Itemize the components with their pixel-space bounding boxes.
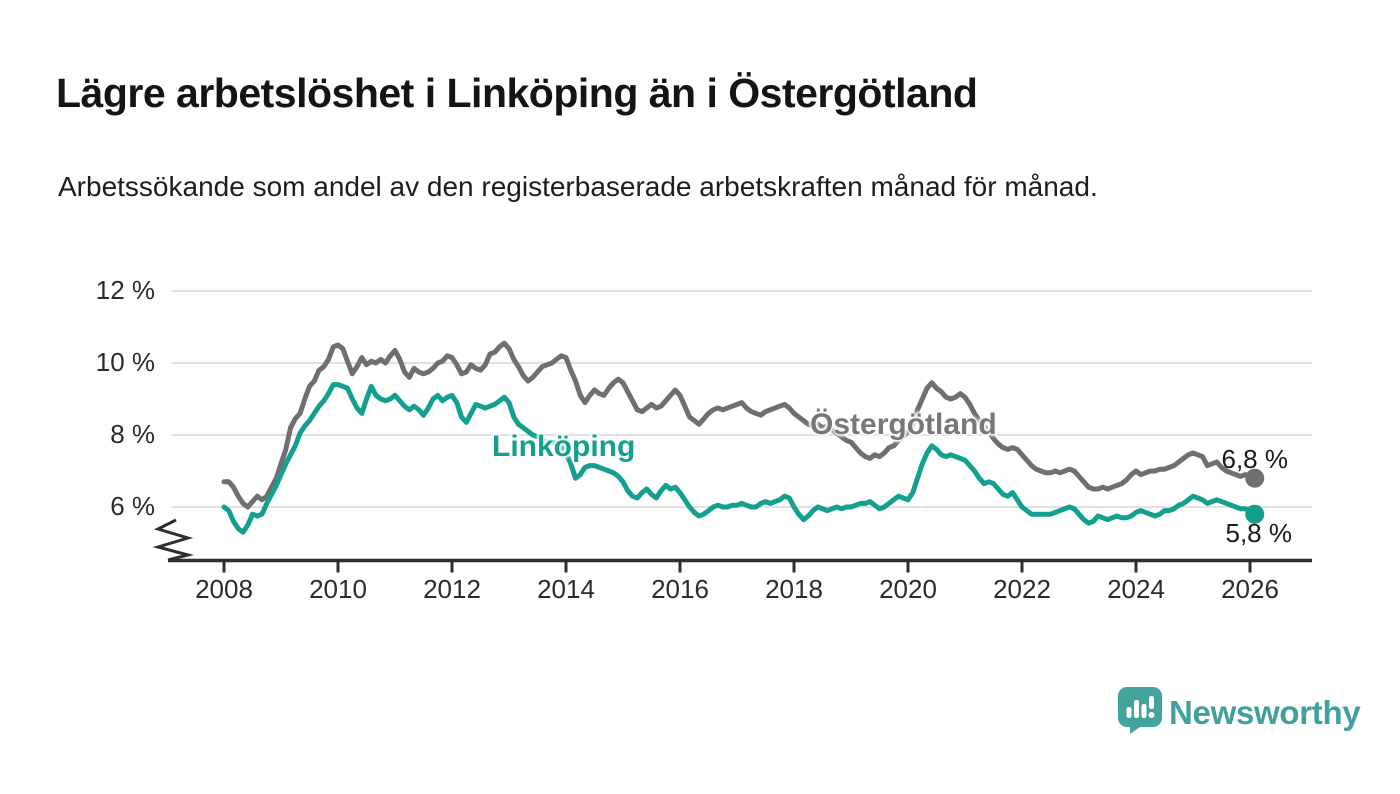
x-tick-label: 2022 bbox=[993, 574, 1051, 604]
y-tick-label: 10 % bbox=[95, 347, 155, 377]
gridlines bbox=[172, 290, 1312, 508]
axes bbox=[152, 518, 1312, 573]
x-tick-label: 2012 bbox=[423, 574, 481, 604]
end-dot-linkoping bbox=[1245, 504, 1265, 524]
newsworthy-logo-icon bbox=[1118, 687, 1162, 734]
end-dot-ostergotland bbox=[1245, 468, 1265, 488]
newsworthy-logo-text: Newsworthy bbox=[1169, 694, 1361, 731]
series-label-linkoping: Linköping bbox=[492, 430, 636, 463]
y-axis-break-zigzag bbox=[152, 518, 194, 562]
x-tick-label: 2014 bbox=[537, 574, 595, 604]
x-tick-label: 2010 bbox=[309, 574, 367, 604]
series-line-ostergotland bbox=[221, 340, 1258, 510]
x-tick-label: 2008 bbox=[195, 574, 253, 604]
x-tick-label: 2018 bbox=[765, 574, 823, 604]
x-tick-label: 2020 bbox=[879, 574, 937, 604]
x-tick-label: 2016 bbox=[651, 574, 709, 604]
y-tick-label: 8 % bbox=[110, 419, 155, 449]
data-series bbox=[221, 340, 1265, 535]
series-label-ostergotland: Östergötland bbox=[810, 408, 997, 441]
y-tick-label: 6 % bbox=[110, 491, 155, 521]
chart-subtitle: Arbetssökande som andel av den registerb… bbox=[58, 171, 1098, 202]
series-line-linkoping bbox=[221, 382, 1258, 535]
x-tick-label: 2024 bbox=[1107, 574, 1165, 604]
page-title: Lägre arbetslöshet i Linköping än i Öste… bbox=[56, 70, 978, 116]
end-value-label-ostergotland: 6,8 % bbox=[1221, 444, 1289, 474]
y-tick-label: 12 % bbox=[95, 275, 155, 305]
end-value-label-linkoping: 5,8 % bbox=[1225, 518, 1293, 548]
x-tick-label: 2026 bbox=[1221, 574, 1279, 604]
